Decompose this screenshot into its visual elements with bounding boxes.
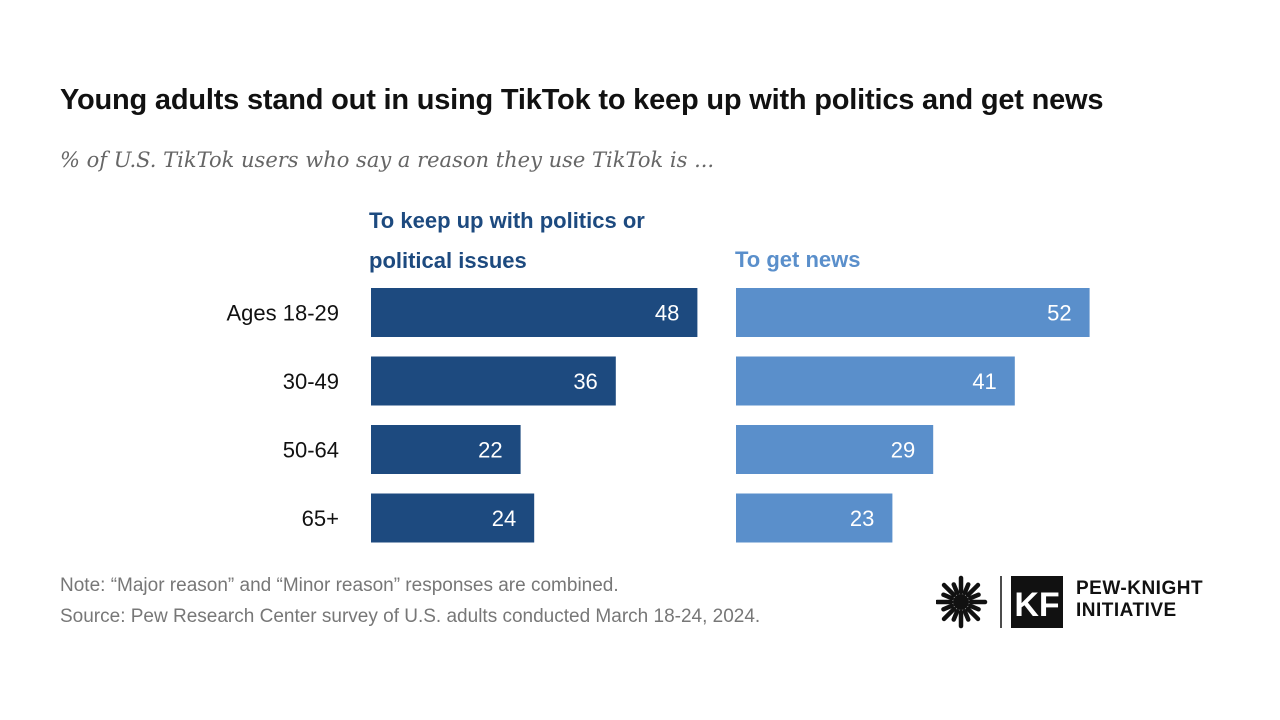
bar <box>736 425 934 474</box>
logo-line-2: INITIATIVE <box>1076 600 1177 621</box>
chart-subtitle: % of U.S. TikTok users who say a reason … <box>60 148 715 172</box>
bar <box>371 288 698 337</box>
sunburst-icon <box>934 575 988 629</box>
data-label: 36 <box>573 369 597 394</box>
data-label: 41 <box>972 369 996 394</box>
bar <box>371 356 616 406</box>
logo-wordmark: PEW-KNIGHT INITIATIVE <box>1076 578 1203 622</box>
data-label: 22 <box>478 438 502 463</box>
chart-footer: Note: “Major reason” and “Minor reason” … <box>60 570 760 632</box>
category-label: 50-64 <box>283 438 339 463</box>
bar <box>371 493 535 543</box>
series-header-news: To get news <box>735 247 861 272</box>
data-label: 48 <box>655 301 679 326</box>
data-label: 52 <box>1047 301 1071 326</box>
data-label: 23 <box>850 506 874 531</box>
footer-source: Source: Pew Research Center survey of U.… <box>60 606 761 627</box>
data-label: 29 <box>891 438 915 463</box>
logo-kf-mark: KF <box>1014 586 1059 624</box>
logo-line-1: PEW-KNIGHT <box>1076 578 1204 599</box>
logo-mark: KF <box>934 575 1063 629</box>
pew-knight-logo: KF PEW-KNIGHT INITIATIVE <box>934 574 1226 630</box>
chart-title: Young adults stand out in using TikTok t… <box>60 84 1104 116</box>
category-label: 30-49 <box>283 369 339 394</box>
data-label: 24 <box>492 506 516 531</box>
bar <box>736 288 1090 337</box>
category-label: 65+ <box>302 506 339 531</box>
bar <box>371 425 521 474</box>
bar-chart: Ages 18-29 48 52 30-49 36 41 50-64 22 29 65+ 24 23 <box>226 288 1090 543</box>
bar <box>736 493 893 543</box>
category-label: Ages 18-29 <box>226 301 339 326</box>
footer-note: Note: “Major reason” and “Minor reason” … <box>60 575 619 596</box>
bar <box>736 356 1015 406</box>
series-header-politics: To keep up with politics or political is… <box>369 208 645 273</box>
